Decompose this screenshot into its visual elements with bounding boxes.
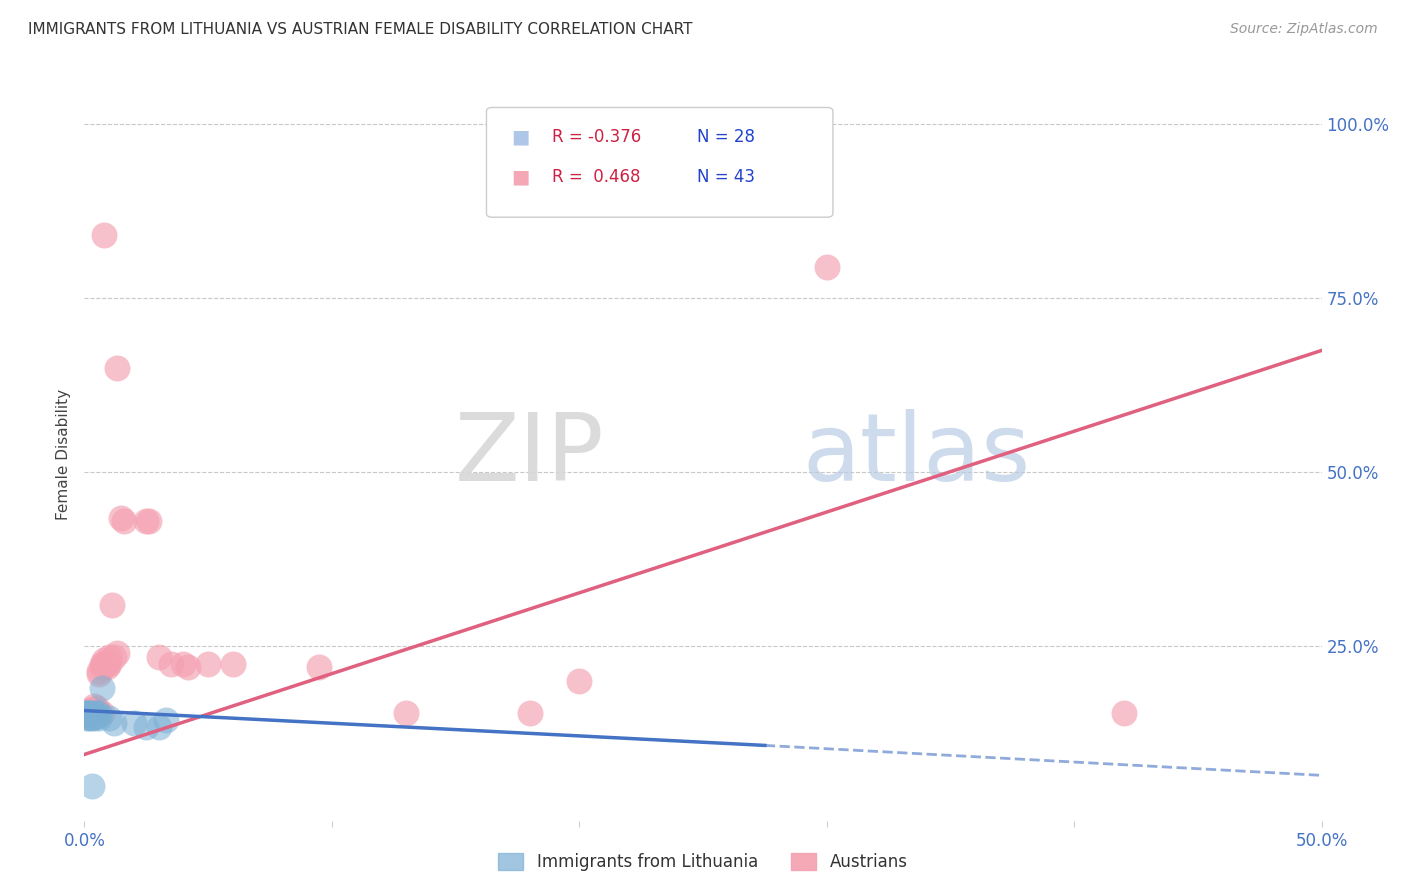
- Point: [138, 514, 160, 528]
- Point: [76, 706, 98, 720]
- Point: [79, 709, 101, 723]
- Point: [83, 698, 105, 713]
- Point: [519, 706, 541, 720]
- Point: [100, 598, 122, 612]
- Point: [815, 260, 838, 274]
- Point: [197, 657, 219, 671]
- Point: [89, 710, 111, 724]
- Point: [86, 706, 108, 720]
- Point: [395, 706, 418, 720]
- Text: ■: ■: [512, 168, 530, 186]
- Point: [93, 228, 115, 243]
- Point: [86, 700, 108, 714]
- Point: [103, 649, 125, 664]
- Point: [76, 706, 98, 720]
- Point: [79, 707, 101, 722]
- Point: [155, 713, 177, 727]
- Point: [110, 510, 132, 524]
- Text: ■: ■: [512, 128, 530, 146]
- Point: [75, 706, 97, 720]
- Point: [93, 657, 115, 671]
- Point: [75, 706, 97, 720]
- Point: [80, 710, 103, 724]
- Point: [135, 720, 157, 734]
- Point: [98, 710, 121, 724]
- Legend: Immigrants from Lithuania, Austrians: Immigrants from Lithuania, Austrians: [492, 847, 914, 878]
- Text: Source: ZipAtlas.com: Source: ZipAtlas.com: [1230, 22, 1378, 37]
- Point: [76, 710, 98, 724]
- Point: [83, 710, 105, 724]
- Point: [93, 653, 115, 667]
- Point: [89, 664, 111, 678]
- Point: [96, 660, 118, 674]
- Point: [90, 681, 112, 696]
- Point: [80, 706, 103, 720]
- Point: [222, 657, 245, 671]
- Point: [80, 706, 103, 720]
- Point: [96, 657, 118, 671]
- FancyBboxPatch shape: [486, 108, 832, 218]
- Point: [98, 657, 121, 671]
- Text: R = -0.376: R = -0.376: [553, 128, 641, 145]
- Point: [77, 706, 100, 720]
- Point: [76, 707, 98, 722]
- Point: [90, 657, 112, 671]
- Point: [83, 706, 105, 720]
- Point: [122, 716, 145, 731]
- Point: [105, 647, 128, 661]
- Point: [86, 704, 108, 718]
- Text: N = 28: N = 28: [697, 128, 755, 145]
- Point: [86, 709, 108, 723]
- Point: [89, 706, 111, 720]
- Point: [148, 649, 170, 664]
- Text: IMMIGRANTS FROM LITHUANIA VS AUSTRIAN FEMALE DISABILITY CORRELATION CHART: IMMIGRANTS FROM LITHUANIA VS AUSTRIAN FE…: [28, 22, 693, 37]
- Point: [177, 660, 200, 674]
- Point: [160, 657, 183, 671]
- Point: [98, 649, 121, 664]
- Point: [148, 720, 170, 734]
- Point: [105, 360, 128, 375]
- Point: [79, 710, 101, 724]
- Point: [172, 657, 194, 671]
- Point: [80, 702, 103, 716]
- Text: atlas: atlas: [801, 409, 1031, 501]
- Point: [80, 779, 103, 793]
- Y-axis label: Female Disability: Female Disability: [56, 389, 72, 521]
- Point: [568, 674, 591, 689]
- Point: [90, 706, 112, 720]
- Point: [75, 709, 97, 723]
- Point: [76, 709, 98, 723]
- Point: [112, 514, 135, 528]
- Point: [79, 704, 101, 718]
- Text: ZIP: ZIP: [454, 409, 605, 501]
- Point: [89, 667, 111, 681]
- Point: [308, 660, 330, 674]
- Point: [135, 514, 157, 528]
- Point: [1112, 706, 1135, 720]
- Text: N = 43: N = 43: [697, 168, 755, 186]
- Text: R =  0.468: R = 0.468: [553, 168, 641, 186]
- Point: [83, 704, 105, 718]
- Point: [103, 716, 125, 731]
- Point: [80, 709, 103, 723]
- Point: [90, 660, 112, 674]
- Point: [79, 707, 101, 722]
- Point: [79, 706, 101, 720]
- Point: [83, 709, 105, 723]
